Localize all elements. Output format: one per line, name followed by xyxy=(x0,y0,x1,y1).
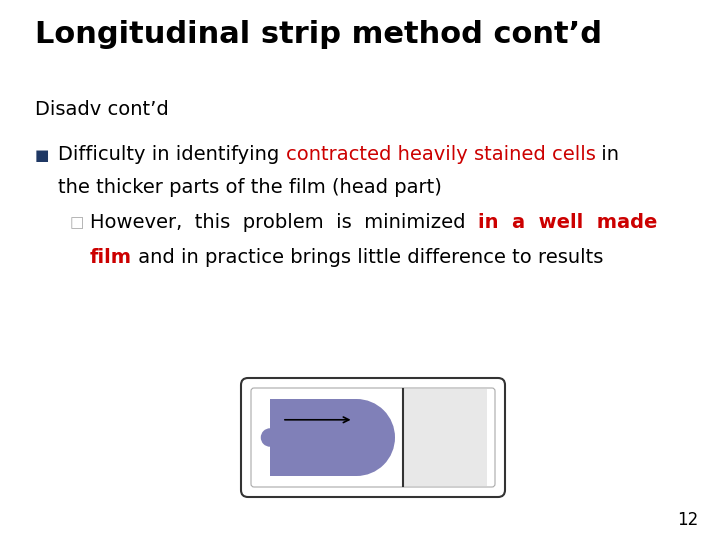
Circle shape xyxy=(261,428,279,447)
Text: in: in xyxy=(595,145,619,164)
Text: ■: ■ xyxy=(35,148,50,163)
Bar xyxy=(404,389,487,486)
Text: Disadv cont’d: Disadv cont’d xyxy=(35,100,168,119)
Text: in  a  well  made: in a well made xyxy=(478,213,657,232)
Text: □: □ xyxy=(70,215,84,230)
Text: contracted heavily stained cells: contracted heavily stained cells xyxy=(286,145,595,164)
Wedge shape xyxy=(356,399,395,476)
Bar xyxy=(270,399,356,476)
Text: film: film xyxy=(90,248,132,267)
Text: the thicker parts of the film (head part): the thicker parts of the film (head part… xyxy=(58,178,442,197)
Text: Longitudinal strip method cont’d: Longitudinal strip method cont’d xyxy=(35,20,602,49)
Text: However,  this  problem  is  minimized: However, this problem is minimized xyxy=(90,213,478,232)
Text: and in practice brings little difference to results: and in practice brings little difference… xyxy=(132,248,603,267)
FancyBboxPatch shape xyxy=(241,378,505,497)
Text: Difficulty in identifying: Difficulty in identifying xyxy=(58,145,286,164)
Text: 12: 12 xyxy=(677,511,698,529)
